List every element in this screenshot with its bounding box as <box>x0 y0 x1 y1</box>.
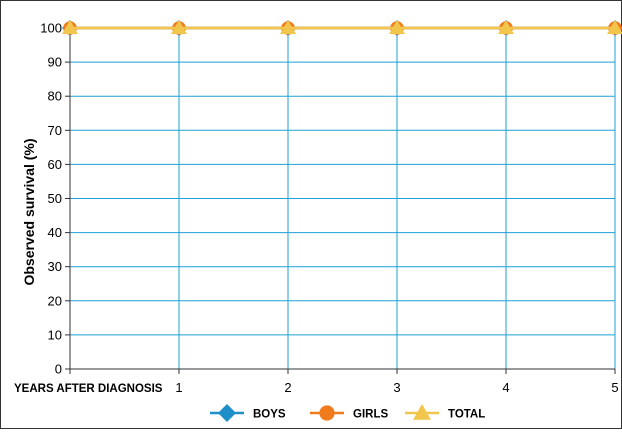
data-point-total <box>498 20 514 34</box>
x-axis-first-label: YEARS AFTER DIAGNOSIS <box>14 383 163 395</box>
series-total <box>62 20 622 34</box>
legend-label: TOTAL <box>448 409 485 421</box>
y-tick-label: 50 <box>48 191 62 206</box>
y-tick-label: 90 <box>48 55 62 70</box>
legend-item-boys: BOYS <box>210 404 286 422</box>
x-tick-label: 5 <box>611 380 618 395</box>
legend-item-total: TOTAL <box>405 404 485 421</box>
legend: BOYS GIRLS TOTAL <box>210 404 485 422</box>
y-tick-label: 0 <box>55 362 62 377</box>
data-point-total <box>171 20 187 34</box>
y-tick-label: 10 <box>48 327 62 342</box>
data-point-total <box>62 20 78 34</box>
legend-item-girls: GIRLS <box>310 405 388 421</box>
legend-swatch-marker <box>319 405 335 421</box>
x-tick-label: 3 <box>393 380 400 395</box>
legend-label: BOYS <box>253 409 286 421</box>
data-point-total <box>607 20 622 34</box>
grid <box>70 27 616 369</box>
legend-swatch-marker <box>413 404 431 420</box>
x-tick-label: 2 <box>284 380 291 395</box>
y-tick-label: 40 <box>48 225 62 240</box>
y-axis-title: Observed survival (%) <box>21 138 37 285</box>
legend-label: GIRLS <box>353 409 388 421</box>
x-tick-label: 4 <box>502 380 509 395</box>
y-tick-label: 80 <box>48 89 62 104</box>
data-point-total <box>280 20 296 34</box>
x-tick-label: 1 <box>175 380 182 395</box>
y-tick-label: 60 <box>48 157 62 172</box>
series-layer <box>62 20 622 36</box>
data-point-total <box>389 20 405 34</box>
y-tick-label: 20 <box>48 293 62 308</box>
axes: 0 10 20 30 40 50 60 70 80 90 100 1 2 3 4 5 <box>40 21 618 396</box>
y-tick-label: 30 <box>48 259 62 274</box>
y-tick-label: 70 <box>48 123 62 138</box>
legend-swatch-marker <box>218 404 236 422</box>
y-tick-label: 100 <box>40 21 62 36</box>
